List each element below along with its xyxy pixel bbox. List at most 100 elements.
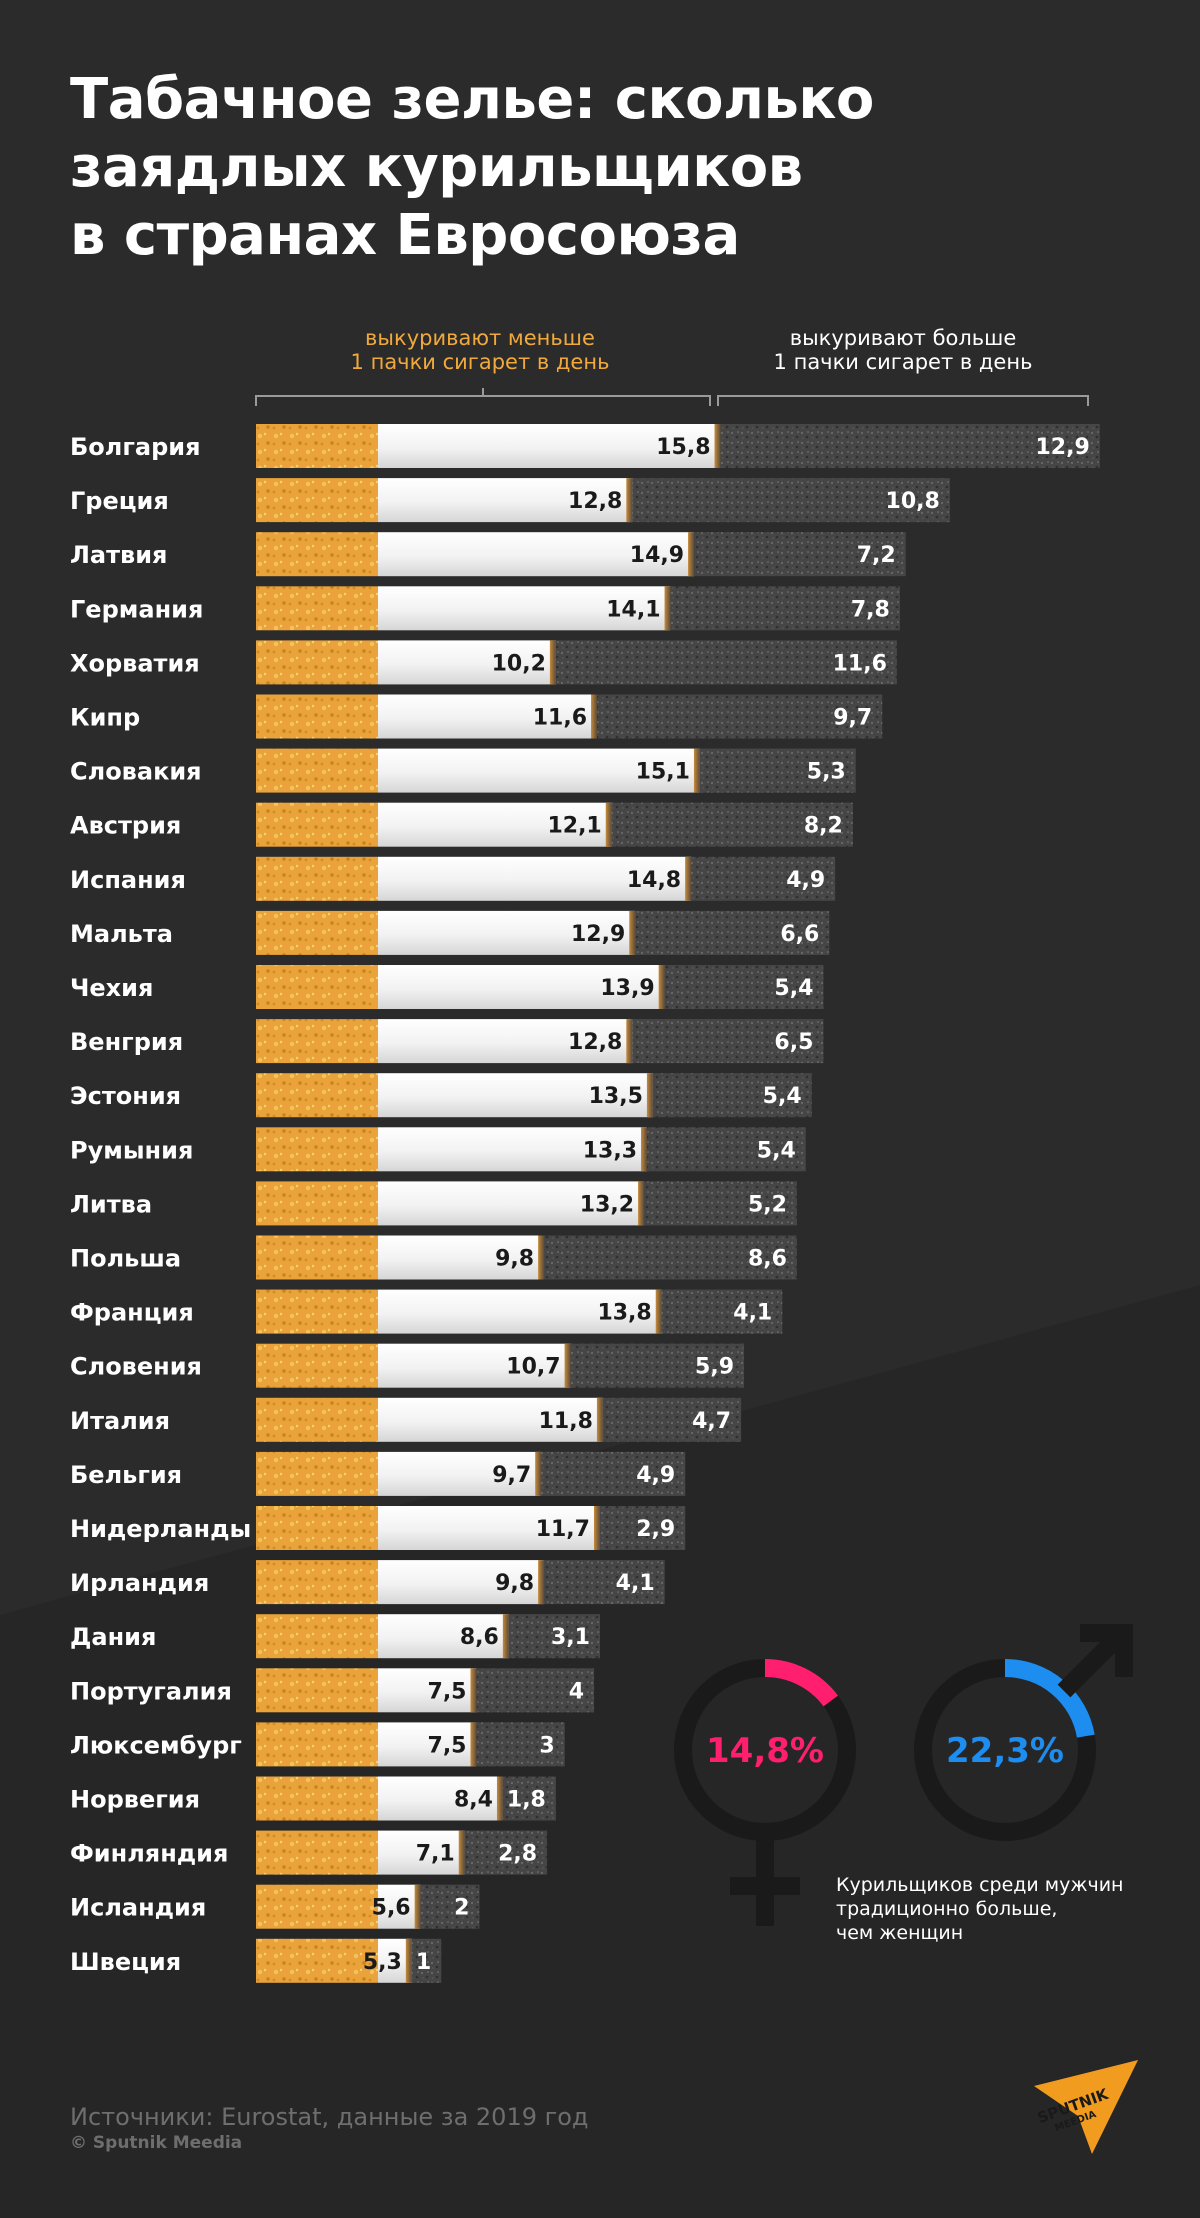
bar-more bbox=[420, 1884, 480, 1929]
cigarette-filter bbox=[256, 478, 378, 523]
bar-row: Австрия 12,1 8,2 bbox=[70, 802, 853, 847]
country-label: Латвия bbox=[70, 541, 167, 569]
bar-less bbox=[378, 965, 665, 1009]
bar-more bbox=[699, 748, 856, 793]
copyright-text: © Sputnik Meedia bbox=[70, 2133, 243, 2153]
bar-less bbox=[378, 586, 671, 631]
value-label-less: 7,1 bbox=[416, 1842, 455, 1867]
bracket-less bbox=[255, 388, 711, 406]
bar-more bbox=[694, 532, 906, 577]
value-label-more: 3,1 bbox=[551, 1625, 590, 1650]
bar-less bbox=[378, 424, 721, 468]
bar-less bbox=[378, 1722, 477, 1767]
bar-ember bbox=[549, 640, 556, 685]
bar-less bbox=[378, 1397, 603, 1442]
bar-more bbox=[652, 1073, 812, 1118]
country-label: Румыния bbox=[70, 1136, 193, 1164]
cigarette-filter bbox=[256, 1884, 378, 1929]
men-percent: 22,3% bbox=[946, 1731, 1064, 1771]
bar-ember bbox=[693, 748, 700, 793]
value-label-more: 4,9 bbox=[636, 1463, 675, 1488]
bar-more bbox=[632, 478, 950, 523]
bar-less bbox=[378, 1127, 648, 1172]
value-label-more: 2,8 bbox=[498, 1842, 537, 1867]
bar-ember bbox=[605, 802, 612, 847]
value-label-more: 8,6 bbox=[748, 1247, 787, 1272]
cigarette-filter bbox=[256, 802, 378, 847]
bar-ember bbox=[641, 1127, 648, 1172]
value-label-more: 2,9 bbox=[636, 1517, 675, 1542]
bar-ember bbox=[685, 856, 692, 901]
bar-less bbox=[378, 640, 556, 685]
note-line: чем женщин bbox=[836, 1922, 964, 1944]
bar-ember bbox=[638, 1181, 645, 1226]
bar-less bbox=[378, 1614, 509, 1659]
bar-ember bbox=[535, 1451, 542, 1496]
bar-ember bbox=[591, 694, 598, 739]
bar-more bbox=[644, 1181, 797, 1226]
bar-less bbox=[378, 1181, 645, 1226]
bar-more bbox=[611, 802, 853, 847]
bar-ember bbox=[629, 910, 636, 955]
country-label: Нидерланды bbox=[70, 1515, 251, 1543]
bar-ember bbox=[496, 1776, 503, 1821]
bar-ember bbox=[564, 1343, 571, 1388]
value-label-more: 6,5 bbox=[774, 1030, 813, 1055]
source-text: Источники: Eurostat, данные за 2019 год bbox=[70, 2103, 589, 2131]
bar-row: Эстония 13,5 5,4 bbox=[70, 1073, 812, 1118]
value-label-less: 13,5 bbox=[589, 1084, 643, 1109]
value-label-less: 11,7 bbox=[536, 1517, 590, 1542]
country-label: Италия bbox=[70, 1407, 170, 1435]
value-label-less: 9,7 bbox=[492, 1463, 531, 1488]
bar-less bbox=[378, 1451, 542, 1496]
value-label-less: 14,1 bbox=[606, 597, 660, 622]
value-label-less: 15,8 bbox=[656, 435, 710, 460]
country-label: Эстония bbox=[70, 1082, 181, 1110]
bar-more bbox=[508, 1614, 600, 1659]
country-label: Польша bbox=[70, 1245, 181, 1273]
value-label-less: 13,8 bbox=[597, 1301, 651, 1326]
value-label-less: 13,3 bbox=[583, 1138, 637, 1163]
value-label-more: 6,6 bbox=[780, 922, 819, 947]
bar-less bbox=[378, 1073, 653, 1118]
bar-row: Кипр 11,6 9,7 bbox=[70, 694, 883, 739]
gender-men-chart: 22,3% bbox=[914, 1624, 1133, 1841]
bar-less bbox=[378, 1884, 421, 1929]
bar-less bbox=[378, 802, 612, 847]
value-label-more: 7,8 bbox=[851, 597, 890, 622]
country-label: Литва bbox=[70, 1190, 152, 1218]
value-label-more: 9,7 bbox=[833, 706, 872, 731]
bar-more bbox=[544, 1235, 797, 1280]
bar-row: Болгария 15,8 12,9 bbox=[70, 424, 1100, 468]
men-ring-arc bbox=[1004, 1659, 1095, 1738]
legend-less-label: выкуривают меньше 1 пачки сигарет в день bbox=[250, 326, 710, 374]
bar-ember bbox=[538, 1235, 545, 1280]
cigarette-filter bbox=[256, 1560, 378, 1605]
bar-more bbox=[670, 586, 900, 631]
sputnik-logo-icon: SPUTNIK MEEDIA bbox=[1034, 2060, 1138, 2154]
cigarette-filter bbox=[256, 694, 378, 739]
bar-less bbox=[378, 694, 598, 739]
cigarette-filter bbox=[256, 1938, 378, 1983]
value-label-more: 5,4 bbox=[774, 976, 813, 1001]
country-label: Венгрия bbox=[70, 1028, 183, 1056]
bar-row: Швеция 5,3 1 bbox=[70, 1938, 442, 1983]
page-title: Табачное зелье: сколько заядлых курильщи… bbox=[70, 66, 874, 270]
value-label-less: 12,8 bbox=[568, 1030, 622, 1055]
bar-row: Польша 9,8 8,6 bbox=[70, 1235, 797, 1280]
bar-more bbox=[570, 1343, 745, 1388]
bar-row: Хорватия 10,2 11,6 bbox=[70, 640, 897, 685]
bar-more bbox=[476, 1668, 595, 1713]
bar-row: Норвегия 8,4 1,8 bbox=[70, 1776, 556, 1821]
bar-less bbox=[378, 1506, 600, 1550]
cigarette-filter bbox=[256, 1668, 378, 1713]
value-label-less: 12,8 bbox=[568, 489, 622, 514]
bar-row: Чехия 13,9 5,4 bbox=[70, 965, 824, 1009]
gender-note: Курильщиков среди мужчин традиционно бол… bbox=[836, 1873, 1156, 1945]
value-label-less: 13,2 bbox=[580, 1192, 634, 1217]
bar-row: Германия 14,1 7,8 bbox=[70, 586, 900, 631]
bar-ember bbox=[414, 1884, 421, 1929]
bracket-more bbox=[717, 395, 1089, 406]
bar-less bbox=[378, 1289, 662, 1334]
